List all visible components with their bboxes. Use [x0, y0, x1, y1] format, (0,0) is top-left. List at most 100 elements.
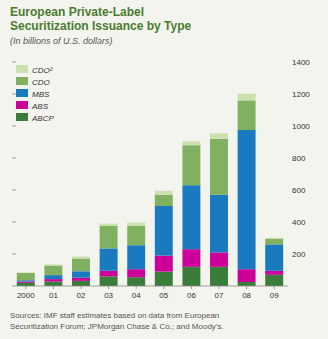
y-tick [12, 158, 16, 159]
bar-segment [265, 239, 283, 245]
y-tick [12, 94, 16, 95]
y-tick [12, 126, 16, 127]
x-tick [108, 286, 109, 289]
x-tick-label: 07 [215, 291, 224, 300]
bars [17, 94, 283, 286]
bar-segment [100, 271, 118, 277]
bar-segment [17, 283, 35, 286]
title: European Private-LabelSecuritization Iss… [10, 5, 191, 33]
bar-segment [182, 249, 200, 267]
bar-segment [100, 276, 118, 286]
bar-segment [17, 282, 35, 283]
bar-segment [182, 145, 200, 185]
x-tick-label: 02 [77, 291, 86, 300]
y-tick [12, 222, 16, 223]
x-tick [81, 286, 82, 289]
x-tick [53, 286, 54, 289]
x-tick [246, 286, 247, 289]
y-tick-label: 600 [292, 186, 306, 195]
bar-segment [72, 271, 90, 277]
bar-segment [100, 248, 118, 270]
bar-segment [265, 275, 283, 286]
y-tick-label: 800 [292, 154, 306, 163]
x-tick [191, 286, 192, 289]
legend-swatch [16, 101, 28, 109]
bar-segment [265, 271, 283, 275]
bar-segment [72, 278, 90, 281]
x-tick-label: 09 [270, 291, 279, 300]
bar-segment [17, 280, 35, 281]
x-tick-label: 08 [242, 291, 251, 300]
y-tick-label: 200 [292, 250, 306, 259]
x-tick [163, 286, 164, 289]
y-tick [12, 254, 16, 255]
x-tick [219, 286, 220, 289]
bar-segment [127, 226, 145, 245]
bar-segment [100, 224, 118, 226]
legend-swatch [16, 113, 28, 121]
x-tick [136, 286, 137, 289]
bar-segment [182, 185, 200, 249]
legend-swatch [16, 77, 28, 85]
bar-segment [182, 267, 200, 286]
bar-segment [210, 252, 228, 266]
x-tick-label: 01 [49, 291, 58, 300]
bar-segment [155, 195, 173, 206]
legend: CDO² CDO MBS ABS ABCP [16, 65, 54, 123]
legend-label: MBS [32, 90, 50, 99]
bar-segment [210, 195, 228, 253]
bar-segment [210, 267, 228, 286]
bar-segment [44, 264, 62, 265]
bar-segment [238, 100, 256, 130]
bar-segment [182, 141, 200, 145]
chart: European Private-LabelSecuritization Iss… [0, 0, 328, 339]
legend-label: ABCP [31, 114, 54, 123]
bar-segment [155, 272, 173, 286]
bar-segment [127, 222, 145, 226]
source: Sources: IMF staff estimates based on da… [10, 311, 224, 331]
x-tick-label: 2000 [17, 291, 35, 300]
y-tick-label: 1400 [292, 58, 310, 67]
legend-label: CDO² [32, 66, 53, 75]
bar-segment [72, 258, 90, 271]
bar-segment [155, 191, 173, 195]
bar-segment [72, 281, 90, 286]
bar-segment [155, 256, 173, 272]
bar-segment [127, 277, 145, 286]
bar-segment [265, 238, 283, 239]
y-tick-label: 400 [292, 218, 306, 227]
legend-label: ABS [31, 102, 49, 111]
bar-segment [155, 206, 173, 256]
bar-segment [44, 279, 62, 281]
y-tick [12, 62, 16, 63]
y-tick-label: 1000 [292, 122, 310, 131]
x-tick [25, 286, 26, 289]
x-tick-label: 05 [159, 291, 168, 300]
subtitle: (In billions of U.S. dollars) [10, 36, 113, 46]
bar-segment [210, 139, 228, 195]
x-tick [274, 286, 275, 289]
bar-segment [238, 269, 256, 282]
bar-segment [44, 266, 62, 276]
bar-segment [44, 282, 62, 286]
bar-segment [17, 272, 35, 274]
x-tick-label: 03 [104, 291, 113, 300]
bar-segment [210, 133, 228, 139]
legend-swatch [16, 65, 28, 73]
bar-segment [127, 269, 145, 277]
bar-segment [17, 273, 35, 280]
bar-segment [44, 275, 62, 279]
bar-segment [100, 226, 118, 248]
bar-segment [265, 244, 283, 270]
bar-segment [238, 130, 256, 269]
bar-segment [238, 94, 256, 101]
legend-label: CDO [32, 78, 50, 87]
x-tick-label: 04 [132, 291, 141, 300]
bar-segment [72, 257, 90, 259]
background [0, 0, 328, 339]
legend-swatch [16, 89, 28, 97]
y-tick-label: 1200 [292, 90, 310, 99]
x-tick-label: 06 [187, 291, 196, 300]
y-tick [12, 190, 16, 191]
bar-segment [127, 245, 145, 269]
